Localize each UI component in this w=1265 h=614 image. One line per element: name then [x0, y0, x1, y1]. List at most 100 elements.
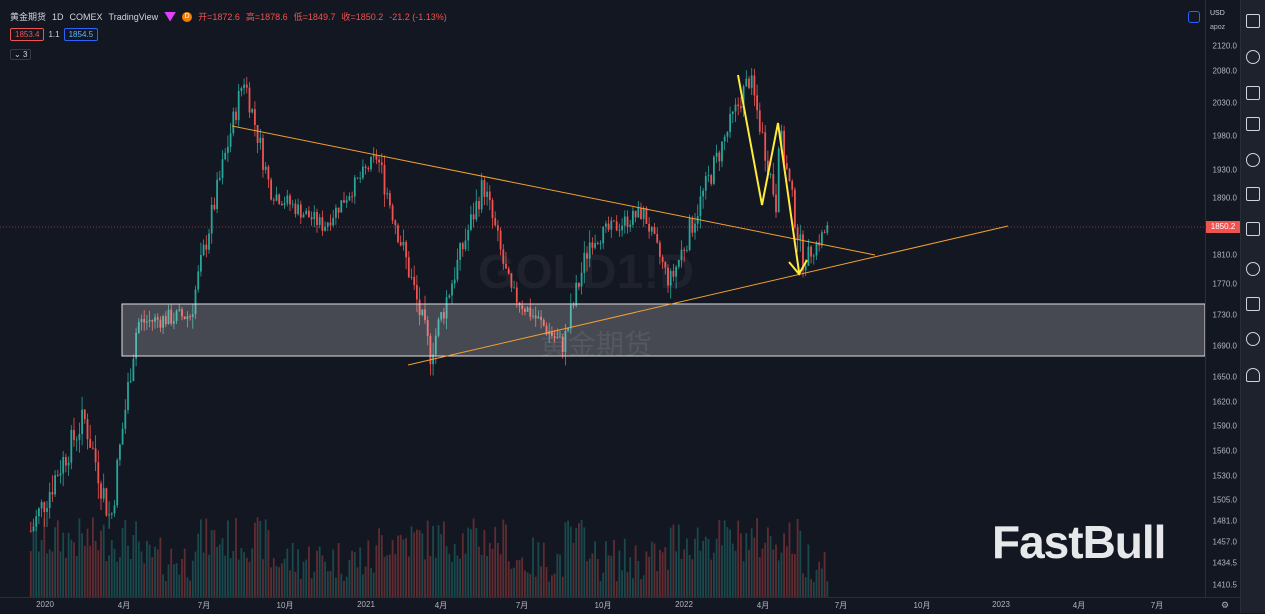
candle-body — [59, 473, 62, 476]
volume-bar — [572, 542, 575, 597]
volume-bar — [737, 520, 740, 597]
volume-bar — [807, 544, 810, 597]
candle-body — [494, 218, 497, 226]
candle-body — [367, 168, 370, 170]
candle-body — [286, 195, 289, 204]
scale-label[interactable]: apoz — [1210, 24, 1226, 31]
volume-bar — [799, 530, 802, 597]
candle-body — [110, 513, 113, 515]
candle-body — [688, 218, 691, 250]
volume-bar — [510, 568, 513, 597]
volume-bar — [596, 559, 599, 597]
flag-icon[interactable] — [164, 11, 177, 22]
candle-body — [440, 312, 443, 320]
volume-bar — [629, 557, 632, 597]
candle-body — [197, 271, 200, 290]
volume-bar — [791, 553, 794, 597]
candle-body — [340, 200, 343, 213]
volume-bar — [564, 522, 567, 597]
volume-bar — [407, 556, 410, 597]
volume-bar — [437, 525, 440, 597]
sell-button[interactable]: 1853.4 — [10, 28, 45, 41]
volume-bar — [661, 552, 664, 597]
volume-bar — [380, 535, 383, 597]
bell-icon[interactable] — [1246, 368, 1260, 382]
grid-icon[interactable] — [1246, 187, 1260, 201]
candle-body — [424, 309, 426, 321]
volume-bar — [94, 540, 97, 597]
volume-bar — [83, 545, 86, 597]
candle-body — [329, 222, 332, 226]
price-tick-label: 2080.0 — [1212, 66, 1237, 76]
time-axis[interactable]: 2020 4月 7月 10月 2021 4月 7月 10月 2022 4月 7月 10月 2023 4月 7… — [0, 597, 1240, 614]
candle-body — [807, 246, 810, 266]
volume-bar — [497, 543, 499, 597]
buy-button[interactable]: 1854.5 — [63, 28, 99, 41]
target-icon[interactable] — [1246, 262, 1260, 276]
candle-body — [545, 325, 548, 335]
volume-bar — [785, 546, 788, 597]
chevron-up-icon[interactable] — [1246, 410, 1260, 424]
symbol-name[interactable]: 黄金期货 — [10, 12, 47, 22]
volume-bar — [267, 530, 270, 597]
candle-body — [745, 78, 748, 87]
yellow-zigzag[interactable] — [737, 74, 800, 273]
watchlist-icon[interactable] — [1246, 14, 1260, 28]
support-zone[interactable] — [121, 303, 1205, 357]
volume-bar — [740, 533, 742, 597]
descending-trendline[interactable] — [231, 125, 876, 256]
source-label: TradingView — [108, 11, 159, 22]
candle-body — [710, 175, 713, 184]
volume-bar — [151, 557, 154, 597]
candle-body — [726, 132, 729, 137]
volume-bar — [488, 543, 491, 597]
candle-body — [151, 320, 154, 322]
news-icon[interactable] — [1246, 86, 1260, 100]
candle-body — [345, 200, 348, 203]
candle-body — [205, 244, 208, 250]
candle-body — [540, 316, 542, 321]
volume-bar — [704, 536, 707, 597]
snapshot-icon[interactable] — [1188, 11, 1200, 23]
price-axis[interactable]: 2120.0 2080.0 2030.0 1980.0 1930.0 1890.0 1850… — [1205, 0, 1241, 597]
calendar-icon[interactable] — [1246, 153, 1260, 167]
notes-icon[interactable] — [1246, 222, 1260, 236]
data-window-icon[interactable] — [1246, 117, 1260, 131]
candle-body — [653, 226, 656, 234]
volume-bar — [32, 522, 35, 597]
price-tick-label: 1481.0 — [1212, 516, 1237, 526]
volume-bar — [726, 527, 729, 597]
volume-bar — [580, 519, 583, 597]
interval-label[interactable]: 1D — [52, 11, 64, 22]
candle-body — [737, 104, 740, 107]
indicators-toggle[interactable]: ⌄ 3 — [10, 49, 32, 60]
broadcast-icon[interactable] — [1246, 332, 1260, 346]
volume-bar — [478, 546, 480, 597]
more-icon[interactable] — [1246, 446, 1260, 460]
candle-body — [364, 166, 367, 169]
volume-bar — [356, 567, 359, 597]
volume-bar — [297, 549, 299, 597]
candle-body — [89, 439, 92, 448]
settings-gear-icon[interactable]: ⚙ — [1221, 600, 1230, 610]
candle-body — [580, 272, 583, 287]
volume-bar — [453, 543, 456, 597]
candle-body — [48, 492, 51, 508]
volume-bar — [467, 527, 470, 597]
candle-body — [227, 146, 229, 153]
volume-bar — [132, 534, 135, 597]
volume-bar — [310, 578, 313, 597]
right-toolbar — [1240, 0, 1265, 613]
delayed-badge[interactable]: D — [182, 11, 193, 22]
price-chart[interactable] — [0, 0, 1205, 597]
alert-clock-icon[interactable] — [1246, 50, 1260, 64]
ascending-trendline[interactable] — [407, 225, 1009, 366]
volume-bar — [54, 527, 56, 597]
time-tick-label: 4月 — [117, 601, 131, 610]
volume-bar — [480, 554, 483, 597]
volume-bar — [605, 541, 607, 597]
chat-icon[interactable] — [1246, 297, 1260, 311]
currency-label[interactable]: USD — [1210, 10, 1225, 17]
candle-body — [721, 141, 723, 162]
volume-bars — [29, 517, 829, 597]
